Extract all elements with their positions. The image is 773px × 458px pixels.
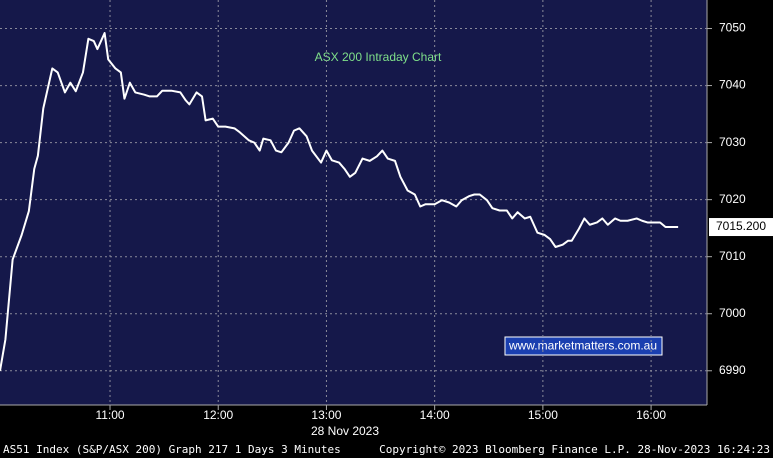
y-tick-label: 7000: [719, 306, 746, 320]
chart-title: ASX 200 Intraday Chart: [315, 50, 442, 64]
y-tick-label: 6990: [719, 363, 746, 377]
annotation-box: [504, 336, 663, 356]
footer-center: Copyright© 2023 Bloomberg Finance L.P.: [379, 443, 631, 456]
x-tick-label: 15:00: [528, 408, 558, 422]
x-tick-label: 14:00: [420, 408, 450, 422]
y-tick-label: 7030: [719, 135, 746, 149]
footer-right: 28-Nov-2023 16:24:23: [638, 443, 770, 456]
annotation: www.marketmatters.com.au: [508, 339, 657, 353]
y-tick-label: 7050: [719, 21, 746, 35]
x-axis-label: 28 Nov 2023: [311, 424, 379, 438]
x-tick-label: 13:00: [311, 408, 341, 422]
y-tick-label: 7010: [719, 249, 746, 263]
footer-left: AS51 Index (S&P/ASX 200) Graph 217 1 Day…: [3, 443, 341, 456]
price-line: [0, 32, 679, 371]
last-value-box: [709, 218, 773, 237]
x-tick-label: 16:00: [636, 408, 666, 422]
y-tick-label: 7040: [719, 78, 746, 92]
last-value-label: 7015.200: [716, 219, 766, 233]
x-tick-label: 11:00: [95, 408, 124, 422]
x-tick-label: 12:00: [203, 408, 233, 422]
y-tick-label: 7020: [719, 192, 746, 206]
